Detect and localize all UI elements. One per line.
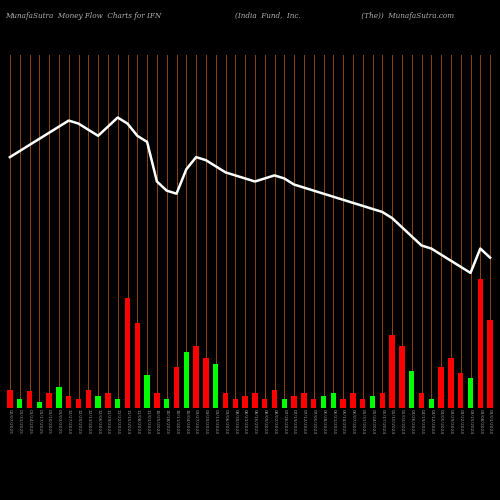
Bar <box>213 364 218 408</box>
Bar <box>330 393 336 407</box>
Bar <box>380 393 385 407</box>
Bar <box>223 393 228 407</box>
Bar <box>96 396 101 407</box>
Bar <box>488 320 493 408</box>
Bar <box>292 396 297 407</box>
Bar <box>46 393 52 407</box>
Text: (India  Fund,  Inc.                           (The))  MunafaSutra.com: (India Fund, Inc. (The)) MunafaSutra.com <box>235 12 454 20</box>
Bar <box>36 402 42 407</box>
Bar <box>56 387 62 407</box>
Bar <box>115 399 120 407</box>
Bar <box>134 323 140 407</box>
Bar <box>203 358 208 408</box>
Bar <box>184 352 189 408</box>
Bar <box>390 334 395 407</box>
Bar <box>7 390 12 407</box>
Bar <box>438 366 444 408</box>
Bar <box>144 376 150 408</box>
Bar <box>360 399 366 407</box>
Bar <box>17 399 22 407</box>
Bar <box>272 390 277 407</box>
Bar <box>66 396 71 407</box>
Bar <box>468 378 473 408</box>
Bar <box>370 396 375 407</box>
Bar <box>350 393 356 407</box>
Bar <box>301 393 306 407</box>
Bar <box>154 393 160 407</box>
Bar <box>321 396 326 407</box>
Bar <box>252 393 258 407</box>
Bar <box>86 390 91 407</box>
Bar <box>478 280 483 407</box>
Bar <box>409 371 414 408</box>
Bar <box>282 399 287 407</box>
Bar <box>76 399 81 407</box>
Bar <box>164 399 170 407</box>
Bar <box>242 396 248 407</box>
Bar <box>262 399 268 407</box>
Text: MunafaSutra  Money Flow  Charts for IFN: MunafaSutra Money Flow Charts for IFN <box>5 12 161 20</box>
Bar <box>340 399 346 407</box>
Bar <box>125 298 130 408</box>
Bar <box>458 372 464 408</box>
Bar <box>448 358 454 408</box>
Bar <box>194 346 199 408</box>
Bar <box>105 393 110 407</box>
Bar <box>174 366 179 408</box>
Bar <box>399 346 404 408</box>
Bar <box>27 392 32 407</box>
Bar <box>311 399 316 407</box>
Bar <box>232 399 238 407</box>
Bar <box>428 399 434 407</box>
Bar <box>419 393 424 407</box>
